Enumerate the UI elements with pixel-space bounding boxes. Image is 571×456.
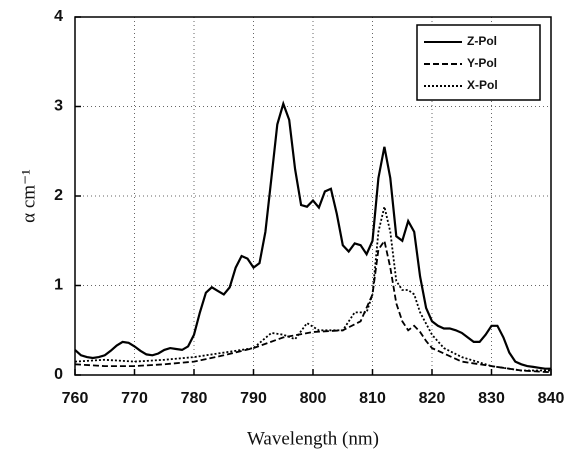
y-tick-label: 0: [54, 366, 63, 383]
y-tick-label: 2: [54, 187, 63, 204]
x-axis-label: Wavelength (nm): [247, 428, 379, 449]
data-line: [74, 206, 551, 372]
y-tick-label: 1: [54, 277, 63, 294]
y-axis-label: α cm⁻¹: [18, 169, 39, 223]
legend-label: X-Pol: [467, 78, 498, 92]
x-tick-label: 760: [62, 390, 89, 407]
x-tick-label: 800: [300, 390, 327, 407]
legend-label: Y-Pol: [467, 56, 497, 70]
x-tick-label: 780: [181, 390, 208, 407]
plot-frame: [74, 16, 552, 376]
legend-label: Z-Pol: [467, 34, 497, 48]
y-tick-label: 3: [54, 98, 63, 115]
x-tick-label: 830: [478, 390, 505, 407]
y-tick-label: 4: [54, 8, 63, 25]
legend-box: [416, 24, 541, 101]
x-tick-label: 840: [538, 390, 565, 407]
x-tick-label: 820: [419, 390, 446, 407]
x-tick-label: 770: [121, 390, 148, 407]
data-line: [74, 238, 552, 374]
data-line: [74, 100, 551, 370]
x-tick-label: 790: [240, 390, 267, 407]
x-tick-label: 810: [359, 390, 386, 407]
